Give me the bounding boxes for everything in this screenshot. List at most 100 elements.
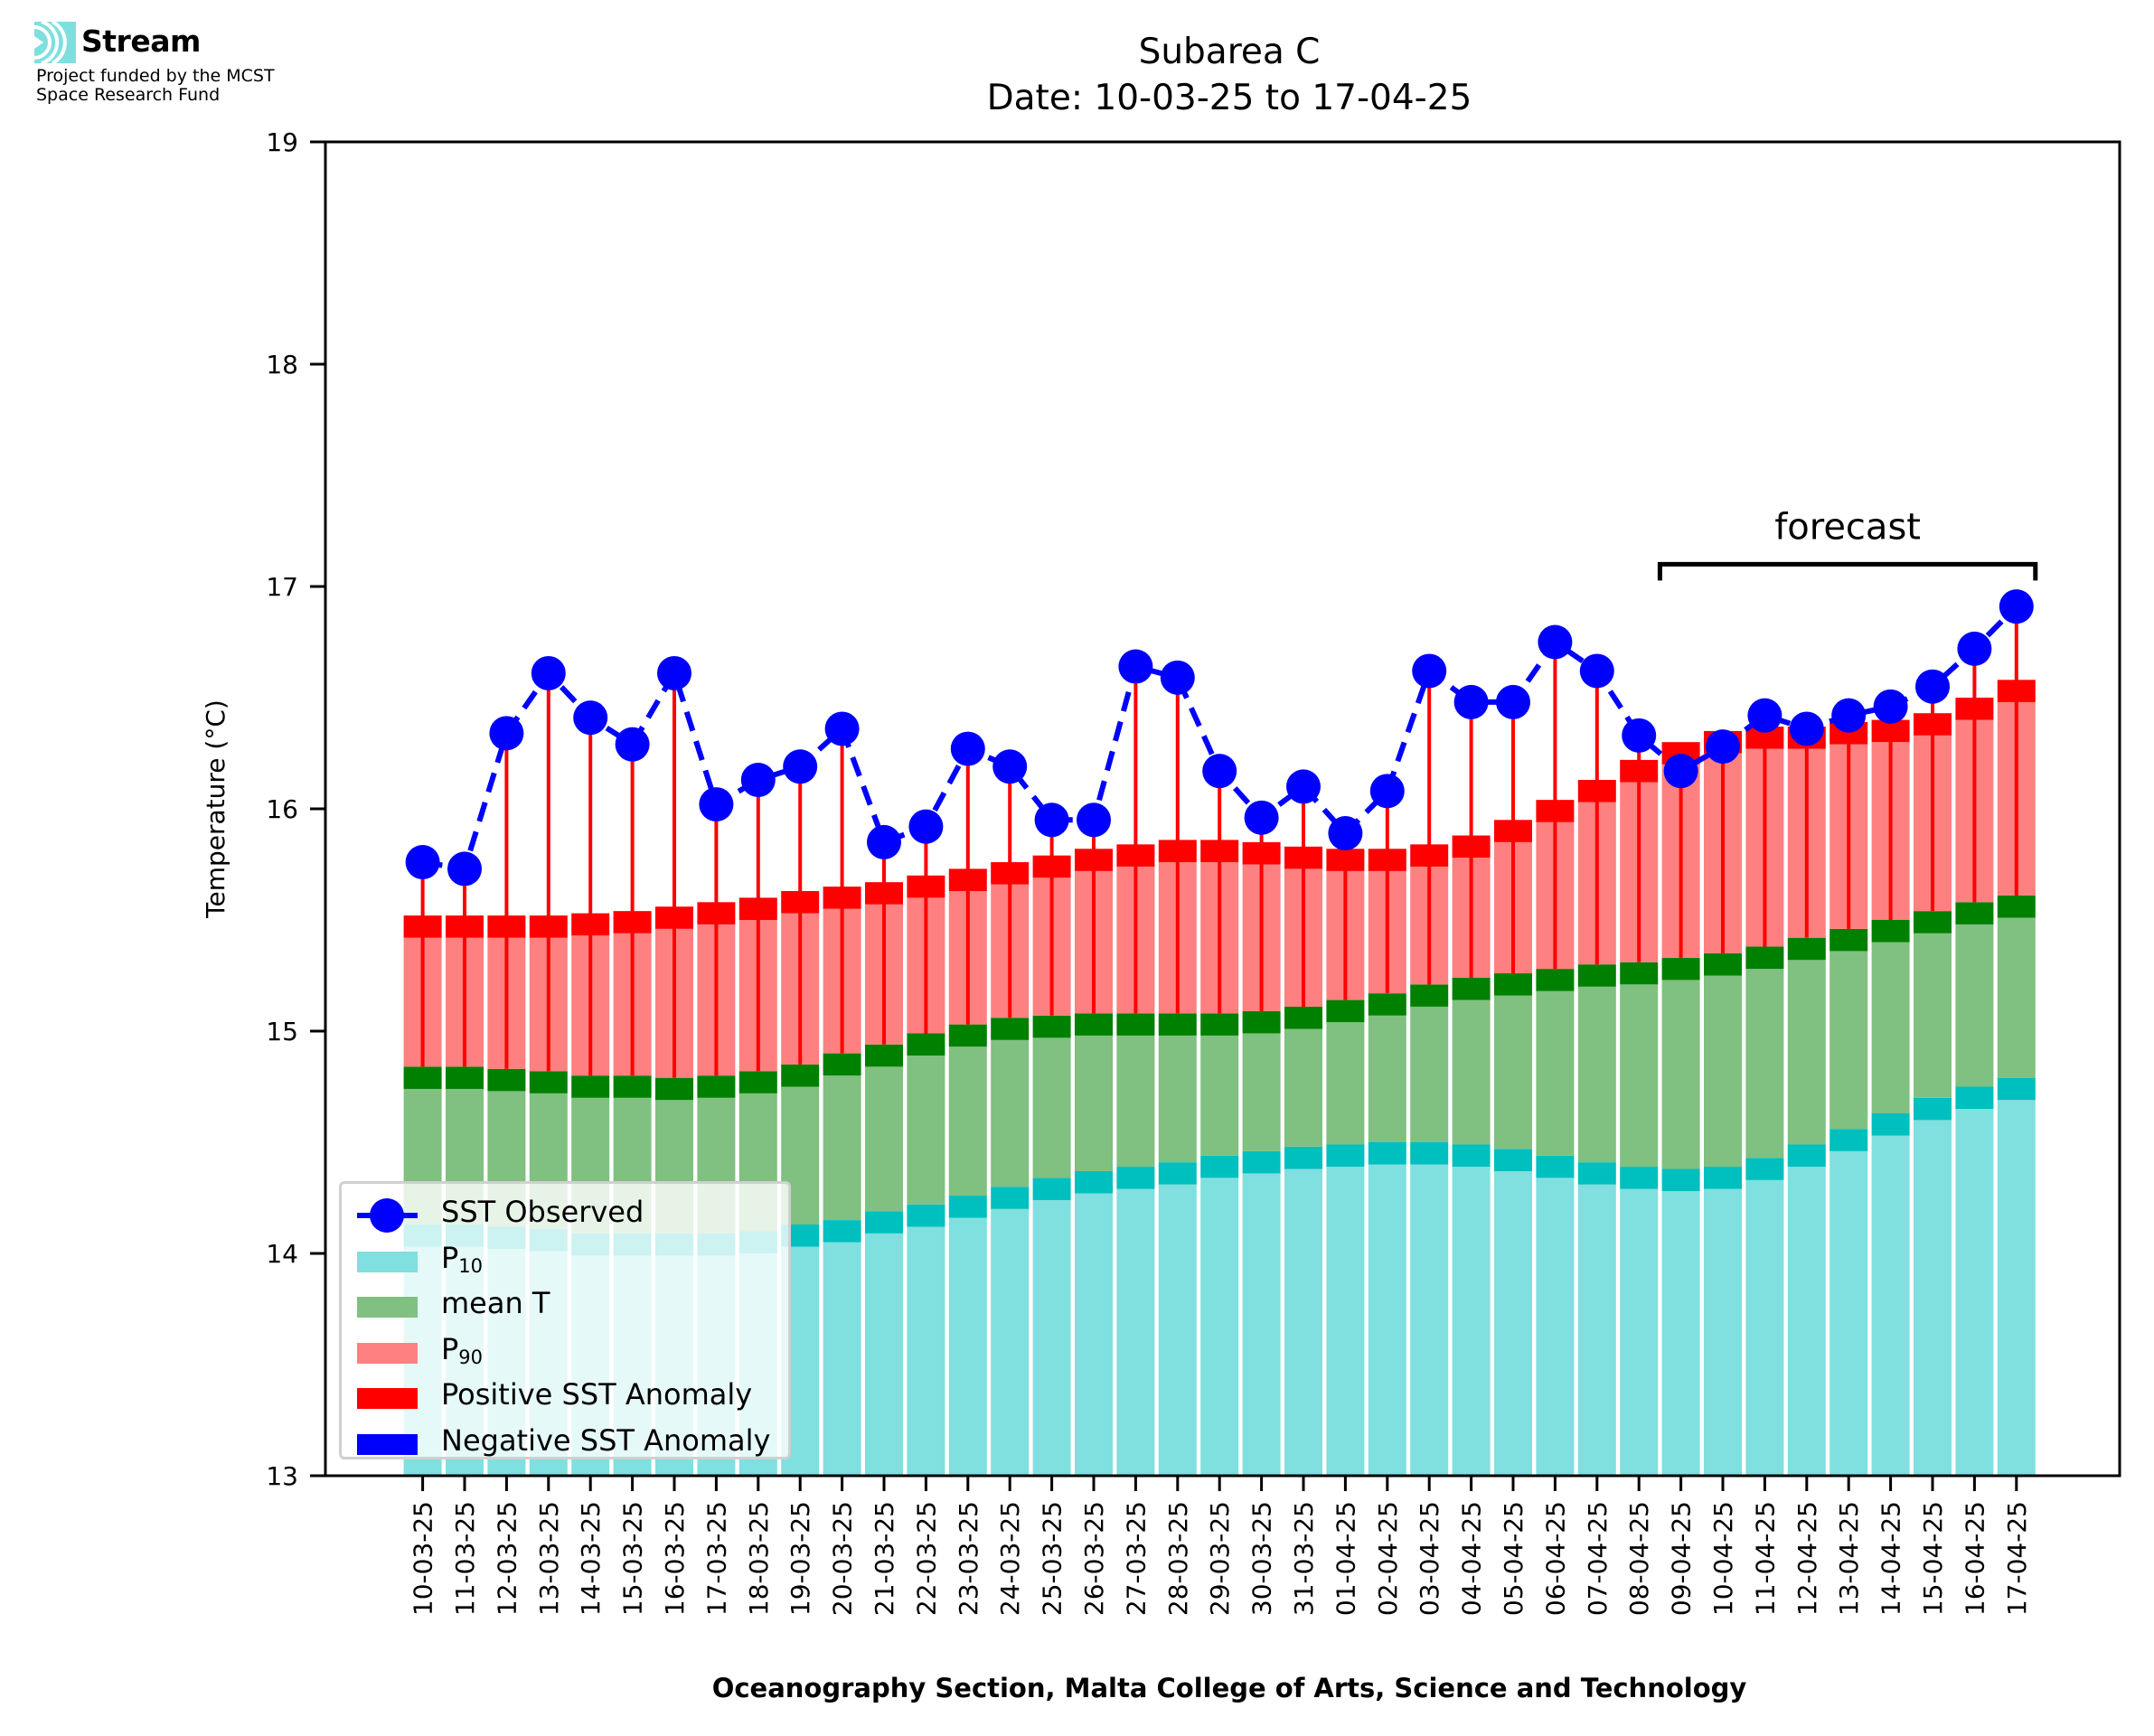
observed-point (1873, 689, 1908, 724)
observed-point (1706, 729, 1740, 765)
x-tick-label: 28-03-25 (1163, 1501, 1193, 1616)
legend-swatch (357, 1198, 418, 1233)
mean-band (613, 1075, 652, 1098)
observed-point (1286, 769, 1321, 804)
x-tick-label: 09-04-25 (1667, 1501, 1697, 1616)
mean-bar (1368, 1015, 1406, 1142)
observed-point (1496, 684, 1530, 719)
p10-band (1536, 1155, 1575, 1178)
bar-group (1620, 759, 1659, 1476)
p10-bar (1452, 1167, 1491, 1476)
x-tick-label: 31-03-25 (1289, 1501, 1319, 1616)
bar-group (907, 875, 945, 1476)
x-tick-label: 11-03-25 (450, 1501, 480, 1616)
x-tick-label: 10-03-25 (409, 1501, 438, 1616)
p10-band (1326, 1144, 1365, 1168)
observed-point (1999, 589, 2034, 624)
p10-bar (907, 1226, 945, 1476)
mean-bar (1787, 960, 1826, 1145)
observed-point (1538, 624, 1573, 660)
p10-band (1871, 1113, 1910, 1136)
observed-point (573, 700, 608, 736)
legend-label: P90 (441, 1331, 484, 1368)
observed-point (824, 711, 860, 746)
x-tick-label: 13-03-25 (534, 1501, 564, 1616)
x-tick-label: 01-04-25 (1331, 1501, 1360, 1616)
observed-point (615, 727, 650, 762)
y-tick-label: 18 (266, 350, 298, 380)
mean-band (1997, 895, 2036, 918)
y-tick-label: 17 (266, 572, 298, 602)
funding-line-1: Project funded by the MCST (36, 66, 275, 86)
observed-point (1160, 660, 1195, 695)
x-tick-label: 14-03-25 (576, 1501, 606, 1616)
stream-waves-icon (33, 20, 76, 65)
x-tick-label: 25-03-25 (1038, 1501, 1068, 1616)
y-axis: 13 14 15 16 17 18 19 (266, 127, 325, 1491)
observed-point (657, 655, 691, 690)
mean-bar (1284, 1028, 1322, 1147)
x-tick-label: 22-03-25 (911, 1501, 941, 1616)
bar-group (1452, 835, 1491, 1476)
p10-band (1745, 1158, 1784, 1180)
mean-bar (1452, 999, 1491, 1145)
x-tick-label: 18-03-25 (744, 1501, 774, 1616)
mean-band (1536, 969, 1575, 991)
legend-swatch (357, 1342, 418, 1364)
observed-point (950, 731, 985, 766)
funding-line-2: Space Research Fund (36, 85, 221, 105)
observed-point (1328, 816, 1363, 851)
p10-bar (1661, 1191, 1700, 1476)
mean-band (1914, 911, 1952, 934)
observed-point (740, 763, 776, 798)
p10-band (907, 1204, 945, 1227)
p10-band (1997, 1077, 2036, 1101)
x-tick-label: 30-03-25 (1247, 1501, 1277, 1616)
legend-label: Negative SST Anomaly (441, 1422, 771, 1458)
mean-band (948, 1024, 987, 1047)
p10-bar (1577, 1184, 1616, 1476)
mean-bar (823, 1075, 861, 1221)
observed-point (1244, 800, 1279, 835)
p10-bar (865, 1233, 903, 1476)
p10-band (948, 1196, 987, 1218)
x-tick-label: 04-04-25 (1457, 1501, 1487, 1616)
mean-bar (1620, 984, 1659, 1168)
observed-point (1915, 669, 1950, 704)
mean-bar (907, 1056, 945, 1205)
observed-point (1663, 754, 1698, 789)
legend-item: Positive SST Anomaly (342, 1375, 788, 1421)
bar-group (1032, 855, 1071, 1476)
mean-bar (1704, 975, 1742, 1168)
observed-point (447, 851, 482, 887)
p10-band (1577, 1162, 1616, 1185)
legend-item: P90 (342, 1330, 788, 1375)
funding-note: Project funded by the MCST Space Researc… (36, 67, 275, 105)
p10-bar (1704, 1188, 1742, 1476)
p10-bar (1158, 1184, 1197, 1476)
p10-bar (1620, 1188, 1659, 1476)
x-tick-label: 24-03-25 (995, 1501, 1025, 1616)
mean-bar (1494, 995, 1532, 1150)
bar-group (1326, 849, 1365, 1476)
observed-point (1789, 711, 1824, 746)
observed-point (1202, 754, 1237, 789)
legend-item: SST Observed (342, 1193, 788, 1238)
x-tick-label: 14-04-25 (1877, 1501, 1906, 1616)
mean-band (1075, 1013, 1113, 1036)
mean-band (1955, 902, 1994, 924)
logo-text: Stream (81, 23, 201, 59)
observed-point (1831, 698, 1867, 733)
mean-band (1410, 984, 1449, 1007)
p10-band (1410, 1142, 1449, 1165)
p10-bar (1368, 1164, 1406, 1476)
mean-bar (1242, 1033, 1281, 1151)
y-tick-label: 13 (266, 1461, 298, 1491)
legend-item: P10 (342, 1239, 788, 1284)
legend-swatch (357, 1388, 418, 1409)
p10-bar (1284, 1168, 1322, 1476)
mean-band (1368, 993, 1406, 1016)
y-tick-label: 14 (266, 1239, 298, 1269)
x-tick-label: 20-03-25 (828, 1501, 858, 1616)
observed-point (1747, 698, 1782, 733)
